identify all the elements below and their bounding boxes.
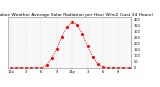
Title: Milwaukee Weather Average Solar Radiation per Hour W/m2 (Last 24 Hours): Milwaukee Weather Average Solar Radiatio… xyxy=(0,13,153,17)
